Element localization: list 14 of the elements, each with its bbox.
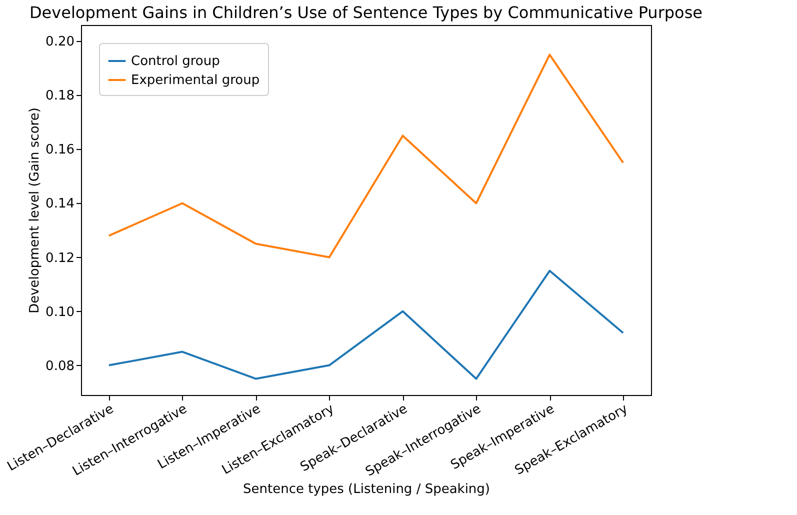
y-tick-label: 0.14 bbox=[46, 196, 74, 212]
legend-label: Experimental group bbox=[131, 73, 260, 88]
x-axis-title: Sentence types (Listening / Speaking) bbox=[243, 482, 490, 497]
y-tick-label: 0.12 bbox=[46, 250, 74, 266]
y-tick-label: 0.08 bbox=[46, 358, 74, 374]
line-series bbox=[108, 270, 624, 380]
chart-title: Development Gains in Children’s Use of Sentence Types by Communicative Purpose bbox=[29, 3, 703, 22]
y-axis-title: Development level (Gain score) bbox=[28, 108, 43, 314]
y-tick-label: 0.16 bbox=[46, 142, 74, 158]
y-tick-label: 0.20 bbox=[46, 34, 74, 50]
y-tick-label: 0.10 bbox=[46, 304, 74, 320]
legend-label: Control group bbox=[131, 54, 220, 69]
y-tick-label: 0.18 bbox=[46, 88, 74, 104]
line-series bbox=[108, 54, 624, 258]
